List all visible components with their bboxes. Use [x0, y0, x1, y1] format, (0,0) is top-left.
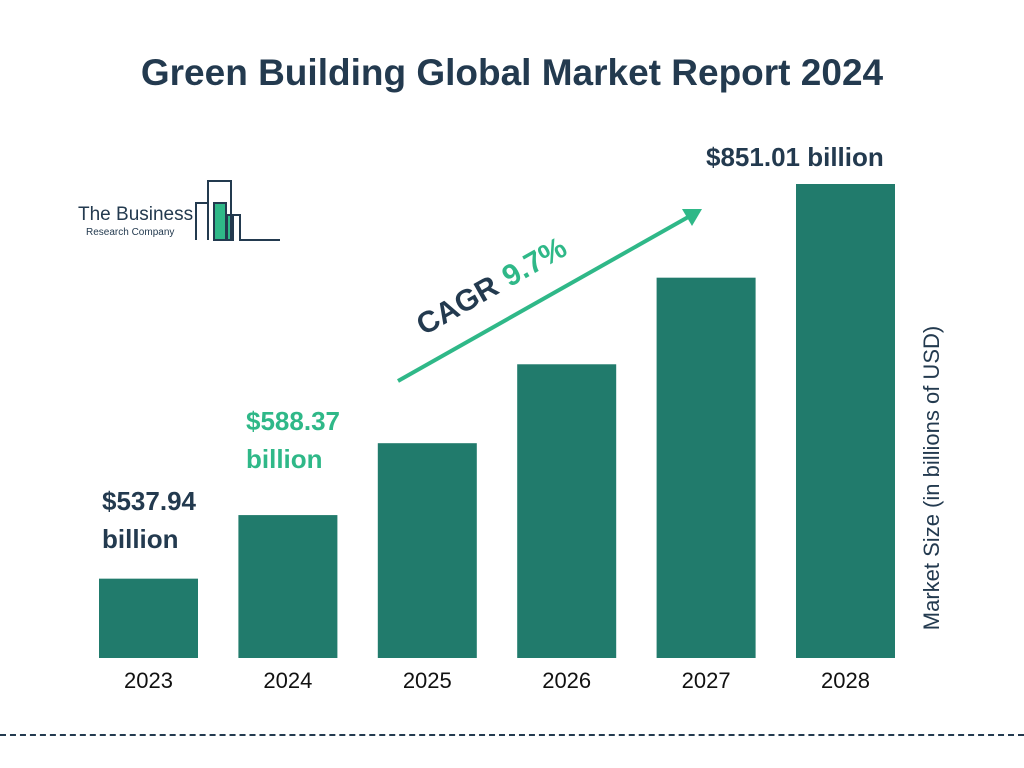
x-tick-2026: 2026: [542, 668, 592, 693]
logo-text-line1: The Business: [78, 204, 194, 225]
bar-2023: [99, 578, 198, 658]
company-logo: The Business Research Company: [78, 180, 283, 245]
x-tick-2025: 2025: [402, 668, 452, 693]
x-tick-2023: 2023: [124, 668, 173, 693]
data-label-2023: $537.94 billion: [102, 486, 196, 554]
data-label-2028: $851.01 billion: [706, 142, 884, 172]
data-label-2024: $588.37 billion: [246, 406, 340, 474]
logo-buildings-icon: [195, 180, 280, 241]
x-tick-2024: 2024: [263, 668, 313, 693]
logo-text-line2: Research Company: [86, 227, 175, 238]
cagr-arrow: [397, 214, 691, 383]
divider-line: [0, 734, 1024, 736]
bar-2026: [517, 364, 617, 658]
bar-2027: [656, 277, 756, 658]
bar-2024: [238, 515, 338, 658]
x-tick-2028: 2028: [821, 668, 870, 693]
cagr-arrow-head: [682, 209, 702, 226]
x-tick-2027: 2027: [681, 668, 731, 693]
chart-title: Green Building Global Market Report 2024: [140, 52, 884, 93]
y-axis-label: Market Size (in billions of USD): [919, 325, 944, 631]
bar-2025: [377, 443, 477, 658]
bar-2028: [796, 184, 895, 658]
